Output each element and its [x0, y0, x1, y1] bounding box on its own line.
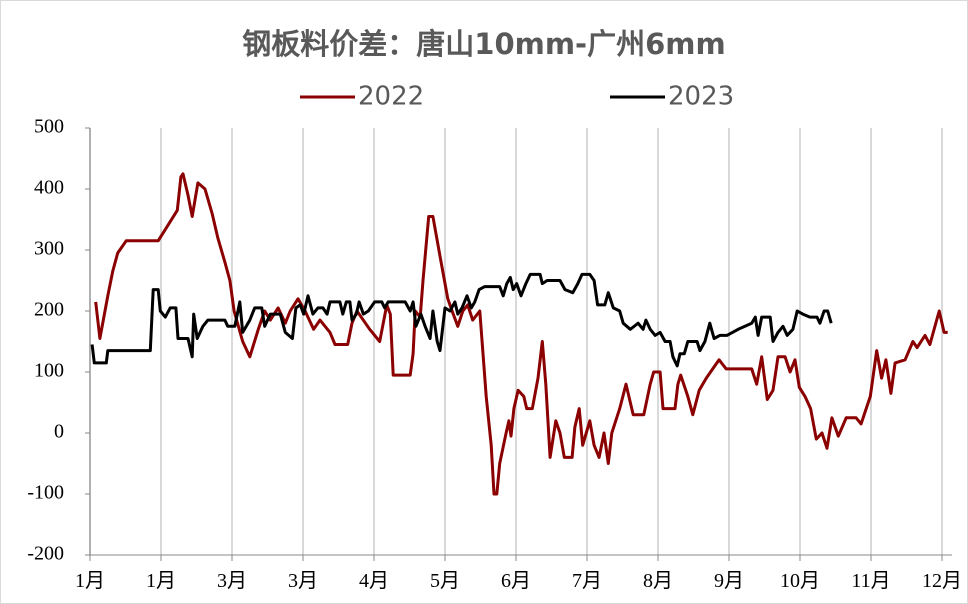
y-tick-label: 500	[34, 116, 64, 138]
x-tick-label: 8月	[643, 570, 673, 592]
y-tick-label: 300	[34, 238, 64, 260]
legend-label: 2022	[358, 82, 424, 112]
x-tick-label: 4月	[359, 570, 389, 592]
x-tick-label: 7月	[572, 570, 602, 592]
y-tick-label: 200	[34, 299, 64, 321]
y-tick-label: 0	[54, 421, 64, 443]
x-tick-label: 1月	[75, 570, 105, 592]
x-tick-label: 10月	[780, 570, 820, 592]
chart-title: 钢板料价差：唐山10mm-广州6mm	[242, 27, 725, 61]
x-tick-label: 9月	[714, 570, 744, 592]
y-tick-label: 100	[34, 360, 64, 382]
x-tick-label: 3月	[217, 570, 247, 592]
y-tick-label: -200	[27, 543, 64, 565]
x-tick-label: 1月	[146, 570, 176, 592]
x-tick-label: 5月	[430, 570, 460, 592]
y-tick-label: 400	[34, 177, 64, 199]
x-tick-label: 3月	[288, 570, 318, 592]
x-tick-label: 11月	[851, 570, 890, 592]
x-tick-label: 12月	[922, 570, 962, 592]
line	[90, 272, 833, 368]
x-tick-label: 6月	[501, 570, 531, 592]
y-tick-label: -100	[27, 482, 64, 504]
legend-label: 2023	[668, 82, 734, 112]
